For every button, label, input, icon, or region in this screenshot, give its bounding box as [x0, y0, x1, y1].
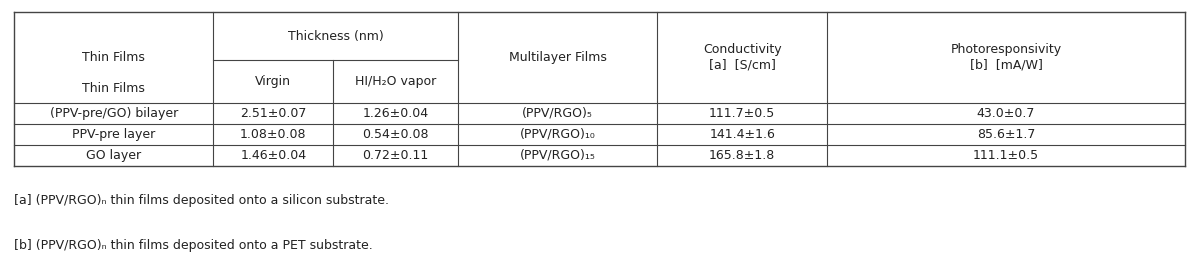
- Text: Photoresponsivity
[b]  [mA/W]: Photoresponsivity [b] [mA/W]: [951, 44, 1061, 71]
- Text: PPV-pre layer: PPV-pre layer: [72, 128, 156, 141]
- Text: 111.7±0.5: 111.7±0.5: [709, 107, 776, 120]
- Text: 141.4±1.6: 141.4±1.6: [710, 128, 775, 141]
- Text: 0.72±0.11: 0.72±0.11: [362, 148, 429, 162]
- Text: Thin Films: Thin Films: [83, 51, 145, 64]
- Text: HI/H₂O vapor: HI/H₂O vapor: [355, 75, 436, 88]
- Text: Conductivity
[a]  [S/cm]: Conductivity [a] [S/cm]: [703, 44, 782, 71]
- Text: Thin Films: Thin Films: [83, 82, 145, 95]
- Text: Multilayer Films: Multilayer Films: [508, 51, 607, 64]
- Text: [a] (PPV/RGO)ₙ thin films deposited onto a silicon substrate.: [a] (PPV/RGO)ₙ thin films deposited onto…: [14, 194, 390, 207]
- Text: Virgin: Virgin: [255, 75, 291, 88]
- Text: 85.6±1.7: 85.6±1.7: [977, 128, 1035, 141]
- Text: Thickness (nm): Thickness (nm): [288, 30, 384, 42]
- Text: 1.26±0.04: 1.26±0.04: [362, 107, 429, 120]
- Text: GO layer: GO layer: [86, 148, 141, 162]
- Text: 1.08±0.08: 1.08±0.08: [240, 128, 307, 141]
- Text: (PPV/RGO)₅: (PPV/RGO)₅: [522, 107, 594, 120]
- Text: 2.51±0.07: 2.51±0.07: [240, 107, 307, 120]
- Text: 165.8±1.8: 165.8±1.8: [709, 148, 776, 162]
- Text: (PPV-pre/GO) bilayer: (PPV-pre/GO) bilayer: [50, 107, 177, 120]
- Text: 43.0±0.7: 43.0±0.7: [977, 107, 1035, 120]
- Text: 111.1±0.5: 111.1±0.5: [972, 148, 1040, 162]
- Text: (PPV/RGO)₁₅: (PPV/RGO)₁₅: [519, 148, 596, 162]
- Text: 0.54±0.08: 0.54±0.08: [362, 128, 429, 141]
- Text: [b] (PPV/RGO)ₙ thin films deposited onto a PET substrate.: [b] (PPV/RGO)ₙ thin films deposited onto…: [14, 239, 373, 252]
- Text: (PPV/RGO)₁₀: (PPV/RGO)₁₀: [519, 128, 596, 141]
- Text: 1.46±0.04: 1.46±0.04: [240, 148, 307, 162]
